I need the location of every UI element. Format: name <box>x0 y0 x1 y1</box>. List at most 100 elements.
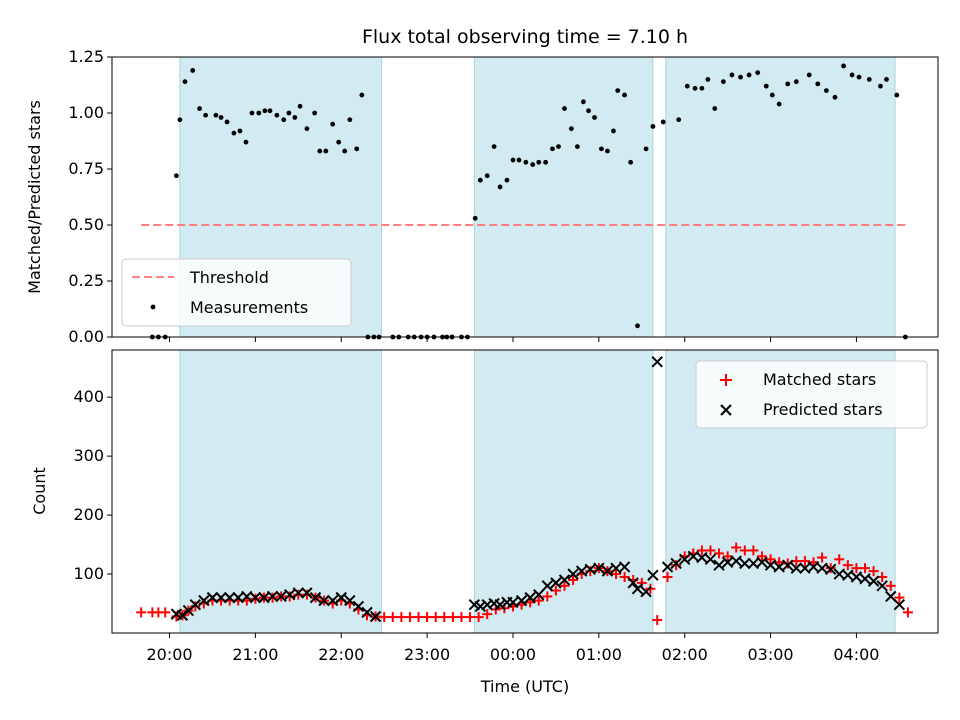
predicted-star-point <box>859 573 871 585</box>
measurement-point <box>262 108 268 114</box>
top-y-ticks: 0.00 0.25 0.50 0.75 1.00 1.25 <box>68 47 112 346</box>
measurement-point <box>611 128 616 134</box>
matched-star-point <box>387 612 398 623</box>
chart-title: Flux total observing time = 7.10 h <box>362 26 688 48</box>
top-panel-frame <box>111 56 939 338</box>
predicted-star-point <box>189 598 201 611</box>
measurement-point <box>720 79 726 85</box>
predicted-star-point <box>593 562 605 574</box>
matched-star-point <box>834 554 845 565</box>
predicted-star-point <box>670 557 682 570</box>
measurement-point <box>213 112 219 118</box>
legend-predicted-swatch <box>720 404 732 416</box>
predicted-star-point <box>309 591 322 604</box>
predicted-star-point <box>275 590 287 603</box>
measurement-point <box>599 146 604 152</box>
matched-star-point <box>696 545 707 556</box>
y-tick-label: 100 <box>73 564 104 583</box>
measurement-point <box>510 157 516 163</box>
measurement-point <box>650 124 656 129</box>
y-tick-label: 0.75 <box>68 159 104 178</box>
x-axis-label: Time (UTC) <box>480 677 569 696</box>
measurement-point <box>635 323 640 329</box>
matched-star-point <box>465 612 476 623</box>
measurement-point <box>832 94 838 100</box>
x-tick-label: 01:00 <box>576 645 622 664</box>
matched-star-point <box>739 545 750 556</box>
measurement-point <box>504 177 510 183</box>
matched-star-point <box>439 612 450 623</box>
measurement-point <box>323 148 329 154</box>
measurement-point <box>615 88 621 93</box>
measurement-point <box>281 117 287 123</box>
matched-star-point <box>652 615 663 626</box>
measurement-point <box>530 162 536 167</box>
predicted-star-point <box>249 591 262 604</box>
measurement-point <box>317 148 323 154</box>
measurement-point <box>580 99 586 105</box>
measurement-point <box>491 144 497 150</box>
y-tick-label: 300 <box>73 446 104 465</box>
measurement-point <box>224 119 230 125</box>
predicted-star-point <box>850 571 863 583</box>
matched-star-point <box>585 566 596 577</box>
measurement-point <box>342 148 348 154</box>
predicted-star-point <box>292 587 305 599</box>
matched-star-point <box>842 560 853 571</box>
matched-star-point <box>473 612 484 623</box>
x-tick-label: 00:00 <box>490 645 536 664</box>
predicted-star-point <box>326 594 339 607</box>
bottom-panel: 100 200 300 400 20:00 21:00 22:00 23:00 00:00 01… <box>30 349 939 696</box>
predicted-star-point <box>782 559 794 571</box>
measurement-point <box>699 85 705 91</box>
bottom-x-ticks: 20:00 21:00 22:00 23:00 00:00 01:00 02:00 03:00… <box>146 633 879 664</box>
matched-star-point <box>422 612 433 623</box>
measurement-point <box>177 117 183 123</box>
predicted-star-point <box>867 575 880 587</box>
predicted-star-point <box>627 577 639 589</box>
measurement-point <box>543 159 549 165</box>
predicted-star-point <box>640 586 652 598</box>
measurement-point <box>841 63 846 69</box>
predicted-star-point <box>369 610 382 623</box>
matched-star-point <box>619 571 630 582</box>
matched-star-point <box>817 552 828 563</box>
predicted-star-point <box>696 551 708 564</box>
legend-matched-label: Matched stars <box>763 370 876 389</box>
predicted-star-point <box>198 594 210 607</box>
measurement-point <box>182 79 188 85</box>
matched-star-point <box>860 563 871 574</box>
measurement-point <box>793 79 799 85</box>
bottom-panel-frame <box>111 349 939 634</box>
y-tick-label: 200 <box>73 505 104 524</box>
matched-star-point <box>447 612 458 623</box>
measurement-point <box>562 106 567 111</box>
predicted-star-point <box>618 561 631 573</box>
bottom-series <box>136 356 913 626</box>
matched-star-point <box>671 560 682 571</box>
measurement-point <box>660 119 666 125</box>
measurement-point <box>568 126 574 132</box>
measurement-point <box>574 144 580 150</box>
predicted-star-point <box>876 580 888 592</box>
matched-star-point <box>568 574 579 585</box>
top-panel: 0.00 0.25 0.50 0.75 1.00 1.25 Matched/Predict… <box>25 47 939 346</box>
predicted-star-point <box>601 565 614 577</box>
bottom-legend-box <box>695 360 928 429</box>
measurement-point <box>231 130 237 136</box>
measurement-point <box>274 112 280 118</box>
shaded-interval <box>665 56 896 338</box>
top-y-axis-label: Matched/Predicted stars <box>25 100 44 294</box>
measurement-point <box>292 115 298 120</box>
measurement-point <box>477 177 483 183</box>
measurement-point <box>884 77 889 82</box>
measurement-point <box>330 121 336 127</box>
matched-star-point <box>559 580 570 591</box>
measurement-point <box>286 110 292 116</box>
predicted-star-point <box>631 583 644 595</box>
measurement-point <box>705 77 711 82</box>
measurement-point <box>218 115 224 120</box>
measurement-point <box>684 83 690 89</box>
measurement-point <box>472 215 478 221</box>
predicted-star-point <box>284 588 296 601</box>
